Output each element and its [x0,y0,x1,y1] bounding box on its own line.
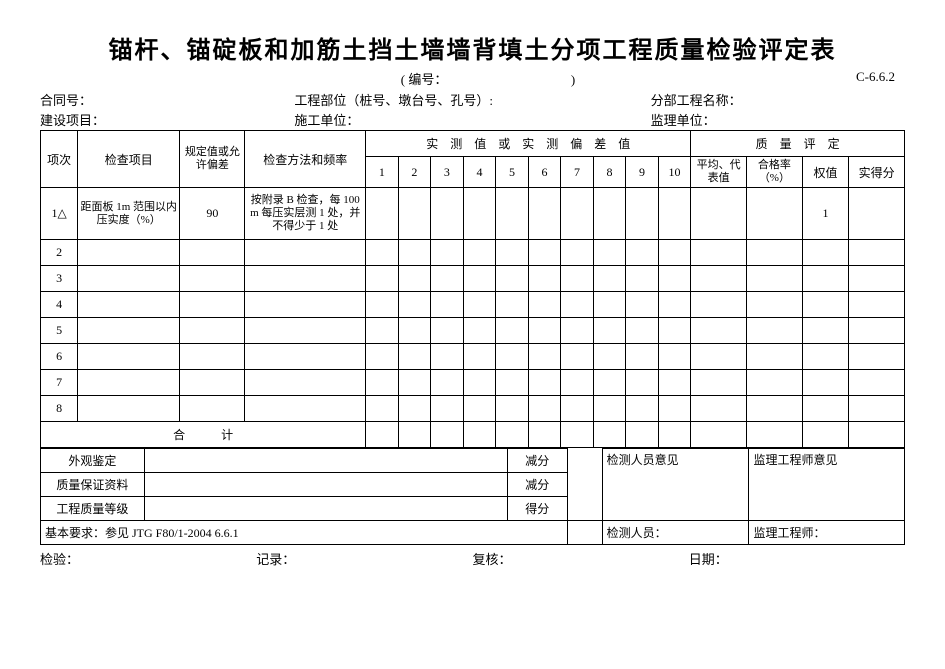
col-m7: 7 [561,157,594,188]
contractor-label: 施工单位： [294,110,650,129]
table-row: 4 [41,292,905,318]
col-item: 检查项目 [78,131,180,188]
cell-seq: 1△ [41,188,78,240]
cell-avg [691,188,747,240]
col-weight: 权值 [802,157,848,188]
meta-row-2: 建设项目： 施工单位： 监理单位： [40,110,905,129]
table-row: 3 [41,266,905,292]
header-row-1: 项次 检查项目 规定值或允许偏差 检查方法和频率 实 测 值 或 实 测 偏 差… [41,131,905,157]
grade-label: 工程质量等级 [41,497,145,521]
col-m9: 9 [626,157,659,188]
table-row: 6 [41,344,905,370]
cell-score [849,188,905,240]
supervisor-opinion-label: 监理工程师意见 [749,449,905,521]
cell-weight: 1 [802,188,848,240]
col-m5: 5 [496,157,529,188]
bottom-row-requirement: 基本要求：参见 JTG F80/1-2004 6.6.1 检测人员： 监理工程师… [41,521,905,545]
col-score: 实得分 [849,157,905,188]
col-seq: 项次 [41,131,78,188]
form-code-right: C-6.6.2 [856,69,905,88]
col-m6: 6 [528,157,561,188]
col-passrate: 合格率（%） [747,157,803,188]
page-title: 锚杆、锚碇板和加筋土挡土墙墙背填土分项工程质量检验评定表 [40,30,905,65]
cell-m9 [626,188,659,240]
cell-seq: 3 [41,266,78,292]
table-row: 7 [41,370,905,396]
cell-seq: 8 [41,396,78,422]
table-row: 5 [41,318,905,344]
score-label-bottom: 得分 [507,497,567,521]
cell-seq: 7 [41,370,78,396]
cell-m2 [398,188,431,240]
appearance-value [144,449,507,473]
contract-no-label: 合同号： [40,90,294,109]
sum-row: 合 计 [41,422,905,448]
meta-row-1: 合同号： 工程部位（桩号、墩台号、孔号）: 分部工程名称： [40,90,905,109]
inspect-opinion-label: 检测人员意见 [602,449,749,521]
cell-seq: 2 [41,240,78,266]
cell-m10 [658,188,691,240]
cell-spec: 90 [180,188,245,240]
sum-label: 合 计 [41,422,366,448]
form-code-center: ( 编号： ) [120,69,856,88]
col-m1: 1 [366,157,399,188]
cell-passrate [747,188,803,240]
qa-docs-label: 质量保证资料 [41,473,145,497]
bottom-table: 外观鉴定 减分 检测人员意见 监理工程师意见 质量保证资料 减分 工程质量等级 … [40,448,905,545]
col-m4: 4 [463,157,496,188]
sig-record: 记录： [256,549,472,568]
sig-date: 日期： [689,549,905,568]
col-m8: 8 [593,157,626,188]
sig-review: 复核： [473,549,689,568]
col-method: 检查方法和频率 [245,131,366,188]
subproject-name-label: 分部工程名称： [651,90,905,109]
table-row: 1△ 距面板 1m 范围以内压实度（%） 90 按附录 B 检查，每 100m … [41,188,905,240]
bottom-row-appearance: 外观鉴定 减分 检测人员意见 监理工程师意见 [41,449,905,473]
construction-project-label: 建设项目： [40,110,294,129]
main-table: 项次 检查项目 规定值或允许偏差 检查方法和频率 实 测 值 或 实 测 偏 差… [40,130,905,448]
signature-row: 检验： 记录： 复核： 日期： [40,549,905,568]
table-row: 8 [41,396,905,422]
cell-m1 [366,188,399,240]
cell-m4 [463,188,496,240]
cell-item: 距面板 1m 范围以内压实度（%） [78,188,180,240]
cell-seq: 4 [41,292,78,318]
group-measured: 实 测 值 或 实 测 偏 差 值 [366,131,691,157]
cell-seq: 5 [41,318,78,344]
subtitle-row: ( 编号： ) C-6.6.2 [40,69,905,88]
supervisor-label: 监理工程师： [749,521,905,545]
cell-m7 [561,188,594,240]
cell-m6 [528,188,561,240]
appearance-label: 外观鉴定 [41,449,145,473]
deduct-label-1: 减分 [507,449,567,473]
cell-m5 [496,188,529,240]
table-row: 2 [41,240,905,266]
grade-value [144,497,507,521]
inspector-label: 检测人员： [602,521,749,545]
col-spec: 规定值或允许偏差 [180,131,245,188]
col-avg: 平均、代表值 [691,157,747,188]
cell-method: 按附录 B 检查，每 100m 每压实层测 1 处，并不得少于 1 处 [245,188,366,240]
supervisor-unit-label: 监理单位： [651,110,905,129]
deduct-label-2: 减分 [507,473,567,497]
group-quality: 质 量 评 定 [691,131,905,157]
col-m2: 2 [398,157,431,188]
cell-seq: 6 [41,344,78,370]
col-m10: 10 [658,157,691,188]
col-m3: 3 [431,157,464,188]
project-part-label: 工程部位（桩号、墩台号、孔号）: [294,90,650,109]
qa-docs-value [144,473,507,497]
requirement-text: 基本要求：参见 JTG F80/1-2004 6.6.1 [41,521,568,545]
cell-m3 [431,188,464,240]
sig-check: 检验： [40,549,256,568]
cell-m8 [593,188,626,240]
